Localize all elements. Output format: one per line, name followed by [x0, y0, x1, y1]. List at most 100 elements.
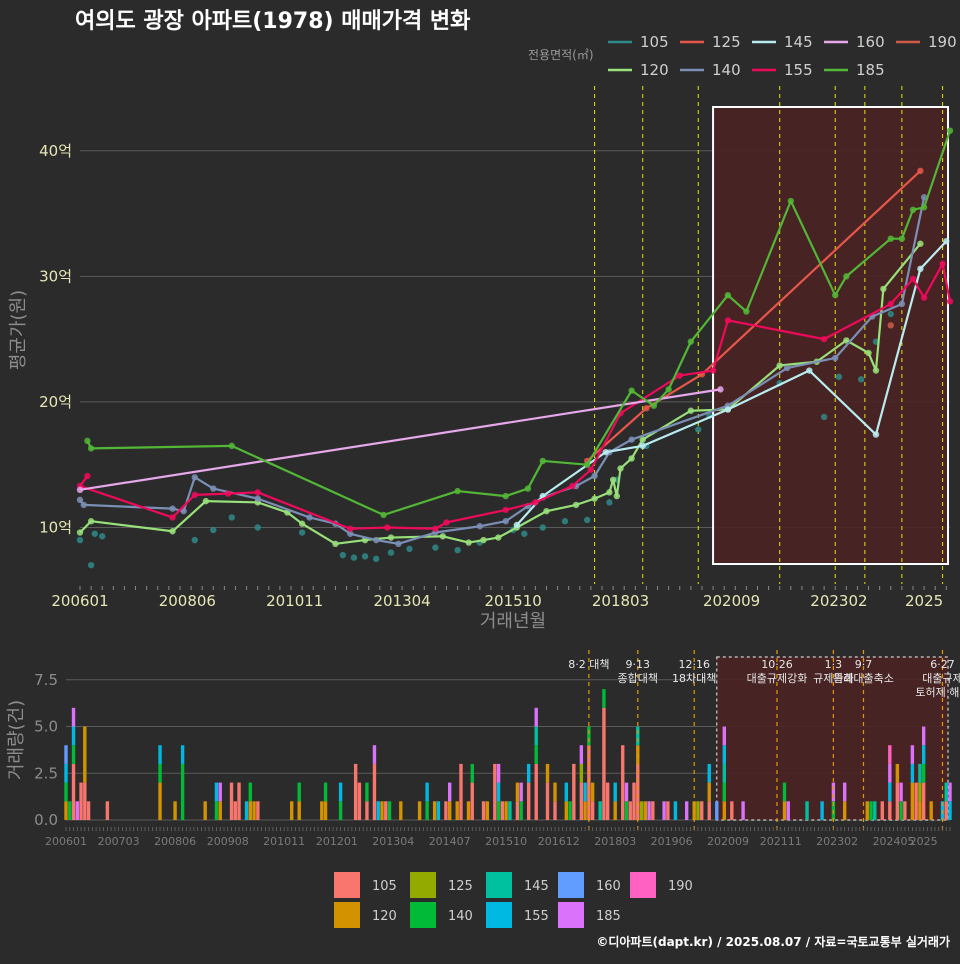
legend-label-120: 120: [640, 61, 669, 79]
data-point-120: [628, 455, 635, 462]
data-point-155: [676, 372, 683, 379]
volume-bar-185: [519, 782, 523, 802]
data-point-140: [920, 194, 928, 201]
volume-bar-140: [323, 782, 328, 802]
volume-bar-140: [365, 782, 369, 802]
volume-bar-185: [647, 801, 651, 820]
volume-bar-105: [632, 782, 636, 820]
data-point-105: [835, 373, 843, 381]
data-point-185: [887, 235, 894, 242]
data-point-120: [465, 539, 472, 546]
volume-x-tick: 201011: [263, 835, 305, 848]
volume-bar-140: [568, 801, 572, 820]
data-point-185: [583, 461, 591, 468]
volume-bar-120: [380, 801, 384, 820]
volume-bar-155: [820, 801, 824, 820]
top-legend: 105 125 145 160 190 120 140 155 185: [608, 33, 957, 79]
volume-x-tick: 201906: [651, 835, 693, 848]
volume-bar-155: [888, 782, 892, 802]
volume-x-tick: 200908: [207, 835, 249, 848]
data-point-140: [254, 495, 261, 502]
volume-bar-120: [64, 801, 68, 820]
volume-bar-105: [636, 763, 640, 820]
volume-bar-140: [722, 782, 726, 802]
data-point-140: [169, 505, 176, 512]
volume-bar-105: [534, 763, 538, 820]
data-point-140: [180, 507, 187, 515]
volume-bar-185: [496, 763, 501, 783]
volume-bar-185: [741, 801, 745, 820]
volume-bar-140: [248, 782, 253, 802]
data-point-120: [776, 362, 783, 369]
volume-bar-105: [707, 801, 711, 820]
volume-bar-105: [545, 782, 550, 820]
volume-bar-155: [948, 801, 952, 820]
price-y-axis-title: 평균가(원): [8, 290, 29, 370]
volume-x-tick: 202302: [816, 835, 858, 848]
data-point-160: [717, 386, 724, 393]
volume-bar-105: [256, 801, 260, 820]
volume-bar-145: [873, 801, 877, 820]
chart-title: 여의도 광장 아파트(1978) 매매가격 변화: [75, 9, 470, 34]
volume-bar-120: [323, 801, 328, 820]
volume-bar-125: [579, 763, 584, 783]
price-x-axis: 200601 200806 201011 201304 201510 201803 2020…: [51, 586, 947, 610]
data-point-155: [169, 514, 176, 521]
data-point-105: [521, 530, 528, 537]
volume-bar-140: [921, 763, 926, 783]
volume-legend: 105 120 125 140 145 155 160 185 190: [334, 872, 693, 928]
data-point-185: [898, 235, 906, 242]
price-x-tick: 201803: [592, 592, 649, 610]
volume-bar-155: [496, 782, 501, 802]
volume-bar-140: [387, 801, 392, 820]
volume-bar-145: [944, 782, 948, 802]
data-point-155: [502, 506, 509, 514]
data-point-105: [339, 551, 347, 559]
series-line-160: [79, 388, 721, 491]
data-point-145: [806, 367, 813, 374]
volume-bar-105: [353, 763, 358, 820]
data-point-145: [943, 237, 950, 245]
volume-y-axis-title: 거래량(건): [6, 700, 27, 780]
volume-bar-185: [662, 801, 666, 820]
volume-bar-105: [372, 763, 377, 820]
volume-legend-label-140: 140: [448, 909, 473, 924]
volume-x-tick: 202111: [760, 835, 802, 848]
volume-bar-120: [432, 801, 437, 820]
volume-x-tick: 200703: [98, 835, 140, 848]
volume-bar-190: [888, 745, 892, 764]
volume-bar-105: [651, 801, 655, 820]
volume-bar-105: [700, 801, 704, 820]
data-point-185: [687, 338, 695, 345]
volume-bar-105: [500, 801, 505, 820]
volume-legend-swatch-190: [630, 872, 656, 898]
data-point-155: [532, 499, 539, 506]
data-point-120: [880, 285, 887, 293]
volume-bar-140: [782, 782, 787, 802]
volume-bar-105: [666, 801, 670, 820]
data-point-105: [298, 529, 306, 536]
volume-bar-185: [786, 801, 790, 820]
volume-bar-120: [590, 782, 595, 802]
volume-bar-120: [910, 782, 915, 820]
volume-legend-label-105: 105: [372, 879, 397, 894]
volume-bar-185: [888, 763, 892, 783]
data-point-140: [210, 485, 217, 492]
volume-y-axis: 0.0 2.5 5.0 7.5: [34, 671, 58, 829]
volume-bar-185: [218, 782, 222, 802]
price-x-tick: 201304: [373, 592, 430, 610]
volume-bar-105: [903, 801, 907, 820]
price-y-axis: 10억 20억 30억 40억: [39, 142, 72, 537]
data-point-125: [917, 167, 924, 175]
data-point-155: [191, 491, 198, 499]
data-point-120: [639, 436, 646, 443]
data-point-185: [724, 291, 732, 299]
volume-bar-105: [237, 782, 241, 820]
volume-bar-120: [583, 801, 587, 820]
volume-bar-185: [831, 782, 836, 802]
policy-annotation-text: 9·7: [855, 658, 873, 671]
volume-bar-140: [587, 726, 591, 746]
data-point-185: [84, 437, 91, 445]
